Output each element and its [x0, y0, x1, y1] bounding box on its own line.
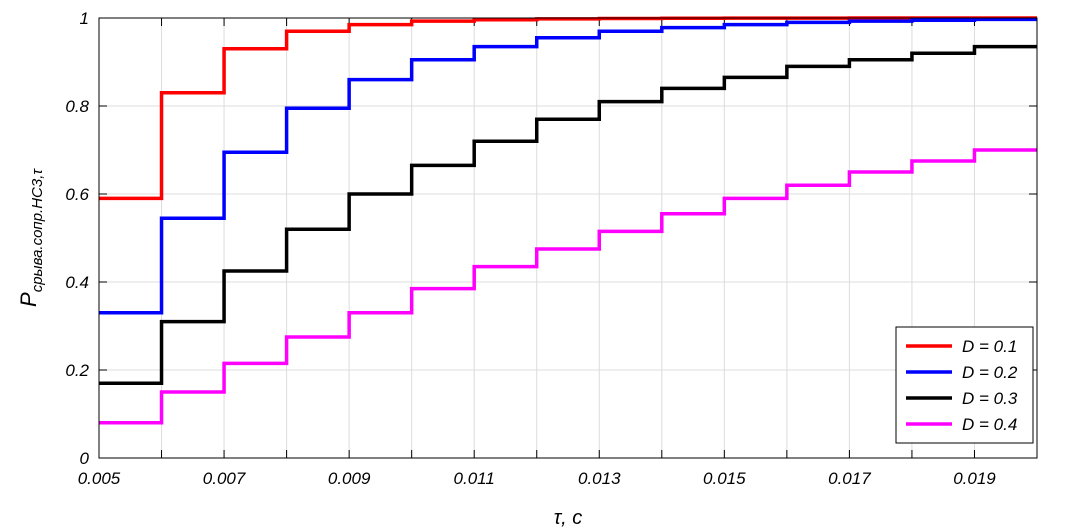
series-line: [99, 17, 1037, 315]
y-tick-label: 0: [80, 449, 90, 468]
legend-label: D = 0.2: [962, 363, 1018, 382]
x-tick-labels: 0.005 0.007 0.009 0.011 0.013 0.015 0.017 0.019: [78, 469, 997, 488]
y-axis-label: Pсрыва.сопр.НС3,τ: [16, 168, 46, 307]
series-line: [99, 44, 1037, 385]
x-tick-label: 0.011: [454, 469, 495, 488]
x-tick-label: 0.013: [578, 469, 621, 488]
legend-label: D = 0.4: [962, 415, 1017, 434]
x-tick-label: 0.015: [703, 469, 746, 488]
x-axis-label: τ, c: [554, 507, 583, 529]
y-axis-label-main: P: [16, 292, 41, 307]
y-tick-label: 0.4: [65, 273, 89, 292]
y-tick-label: 0.6: [65, 185, 89, 204]
legend-label: D = 0.3: [962, 389, 1018, 408]
series-line: [99, 148, 1037, 425]
plot-frame: [98, 17, 1038, 459]
legend-label: D = 0.1: [962, 337, 1017, 356]
x-tick-label: 0.009: [328, 469, 371, 488]
y-tick-labels: 0 0.2 0.4 0.6 0.8 1: [65, 9, 89, 468]
x-tick-label: 0.007: [203, 469, 246, 488]
y-tick-label: 1: [80, 9, 89, 28]
x-tick-label: 0.017: [828, 469, 871, 488]
x-tick-label: 0.005: [78, 469, 121, 488]
y-tick-label: 0.8: [65, 97, 89, 116]
legend: D = 0.1 D = 0.2 D = 0.3 D = 0.4: [895, 326, 1034, 444]
y-tick-label: 0.2: [65, 361, 89, 380]
x-tick-label: 0.019: [953, 469, 996, 488]
y-axis-label-subscript: срыва.сопр.НС3,τ: [29, 168, 46, 293]
